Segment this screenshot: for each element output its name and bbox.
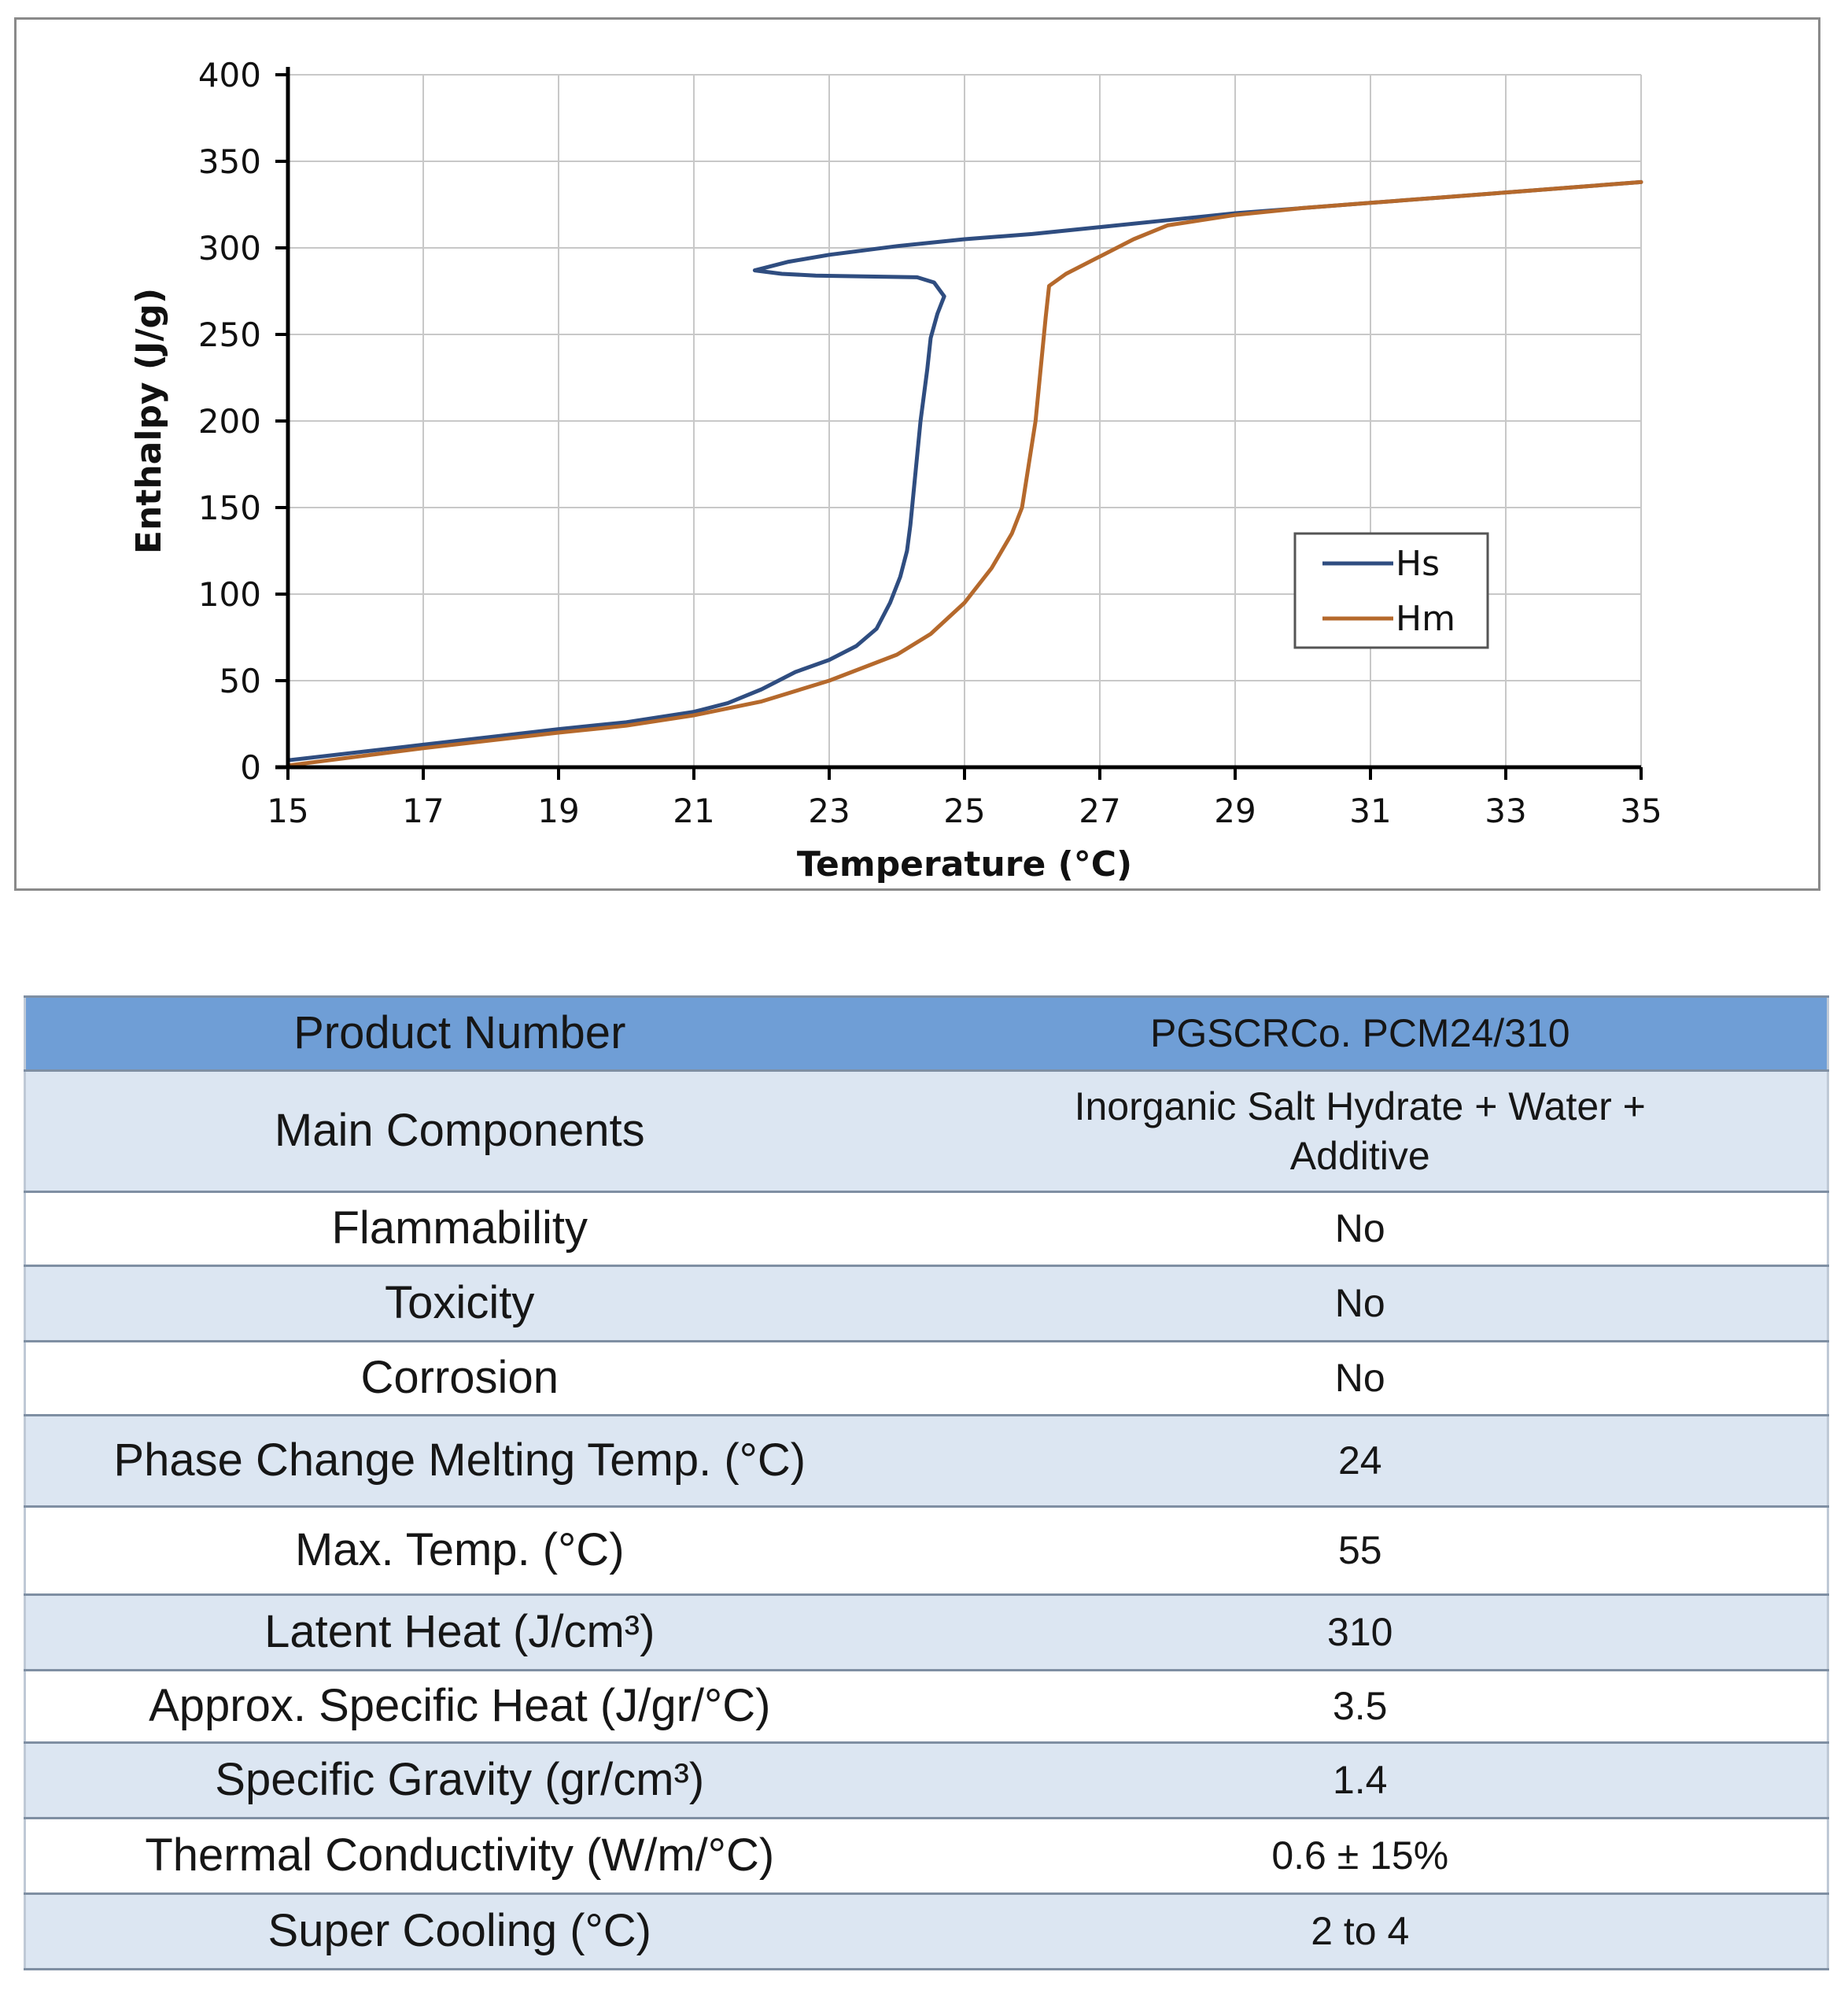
x-tick-label: 19 (537, 792, 579, 830)
table-label-cell: Phase Change Melting Temp. (°C) (24, 1414, 894, 1508)
table-row: Latent Heat (J/cm³) 310 (24, 1593, 1828, 1671)
table-row: Phase Change Melting Temp. (°C) 24 (24, 1414, 1828, 1508)
y-tick-label: 200 (198, 402, 261, 441)
y-tick-label: 100 (198, 575, 261, 614)
x-tick-label: 25 (943, 792, 985, 830)
y-tick-label: 300 (198, 229, 261, 268)
table-label-cell: Thermal Conductivity (W/m/°C) (24, 1817, 894, 1895)
table-label-cell: Corrosion (24, 1340, 894, 1416)
table-value-cell: 3.5 (893, 1669, 1828, 1744)
table-label-cell: Flammability (24, 1191, 894, 1267)
chart-axes (275, 67, 1643, 780)
table-value-cell: 310 (893, 1593, 1828, 1671)
y-tick-label: 350 (198, 142, 261, 181)
table-row: Thermal Conductivity (W/m/°C) 0.6 ± 15% (24, 1817, 1828, 1895)
table-row: Toxicity No (24, 1265, 1828, 1342)
table-value-cell: 0.6 ± 15% (893, 1817, 1828, 1895)
enthalpy-chart: 0 50 100 150 200 250 300 350 400 15 17 19 21 23 25 27 29… (129, 56, 1662, 884)
table-value-cell: No (893, 1265, 1828, 1342)
y-tick-label: 0 (240, 748, 261, 787)
table-value-cell: No (893, 1340, 1828, 1416)
table-value-cell: No (893, 1191, 1828, 1267)
table-row: Main Components Inorganic Salt Hydrate +… (24, 1069, 1828, 1193)
table-value-cell: 55 (893, 1505, 1828, 1596)
chart-legend: Hs Hm (1293, 532, 1489, 649)
table-label-cell: Toxicity (24, 1265, 894, 1342)
table-row: Max. Temp. (°C) 55 (24, 1505, 1828, 1596)
table-value-cell: Inorganic Salt Hydrate + Water + Additiv… (893, 1069, 1828, 1193)
table-row: Product Number PGSCRCo. PCM24/310 (24, 995, 1828, 1072)
chart-grid (288, 74, 1642, 767)
y-tick-label: 50 (219, 662, 261, 700)
chart-series-layer (286, 179, 1643, 768)
legend-box (1293, 532, 1489, 649)
table-row: Specific Gravity (gr/cm³) 1.4 (24, 1741, 1828, 1819)
y-axis-title: Enthalpy (J/g) (129, 288, 169, 554)
x-tick-label: 29 (1214, 792, 1256, 830)
specifications-table: Product Number PGSCRCo. PCM24/310 Main C… (24, 995, 1829, 1970)
series-line-hs (286, 179, 1643, 763)
x-tick-label: 17 (402, 792, 444, 830)
table-value-cell: 1.4 (893, 1741, 1828, 1819)
x-axis-title: Temperature (°C) (797, 844, 1132, 884)
table-value-cell: 2 to 4 (893, 1892, 1828, 1970)
y-tick-label: 250 (198, 316, 261, 354)
x-tick-label: 33 (1485, 792, 1526, 830)
chart-tick-labels: 0 50 100 150 200 250 300 350 400 15 17 19 21 23 25 27 29… (198, 56, 1662, 830)
table-label-cell: Max. Temp. (°C) (24, 1505, 894, 1596)
table-row: Super Cooling (°C) 2 to 4 (24, 1892, 1828, 1970)
legend-label-hs: Hs (1396, 544, 1440, 584)
x-tick-label: 31 (1349, 792, 1391, 830)
x-tick-label: 27 (1079, 792, 1120, 830)
legend-label-hm: Hm (1396, 599, 1455, 639)
x-tick-label: 35 (1620, 792, 1662, 830)
table-label-cell: Product Number (24, 995, 894, 1072)
y-tick-label: 150 (198, 489, 261, 527)
table-row: Flammability No (24, 1191, 1828, 1267)
table-label-cell: Super Cooling (°C) (24, 1892, 894, 1970)
series-line-hm (286, 179, 1643, 768)
y-tick-label: 400 (198, 56, 261, 94)
table-value-cell: 24 (893, 1414, 1828, 1508)
table-value-cell: PGSCRCo. PCM24/310 (893, 995, 1828, 1072)
x-tick-label: 15 (267, 792, 308, 830)
table-row: Corrosion No (24, 1340, 1828, 1416)
x-tick-label: 21 (673, 792, 714, 830)
x-tick-label: 23 (808, 792, 850, 830)
table-label-cell: Specific Gravity (gr/cm³) (24, 1741, 894, 1819)
table-row: Approx. Specific Heat (J/gr/°C) 3.5 (24, 1669, 1828, 1744)
enthalpy-chart-panel: 0 50 100 150 200 250 300 350 400 15 17 19 21 23 25 27 29… (14, 17, 1820, 891)
table-label-cell: Approx. Specific Heat (J/gr/°C) (24, 1669, 894, 1744)
table-label-cell: Latent Heat (J/cm³) (24, 1593, 894, 1671)
table-label-cell: Main Components (24, 1069, 894, 1193)
